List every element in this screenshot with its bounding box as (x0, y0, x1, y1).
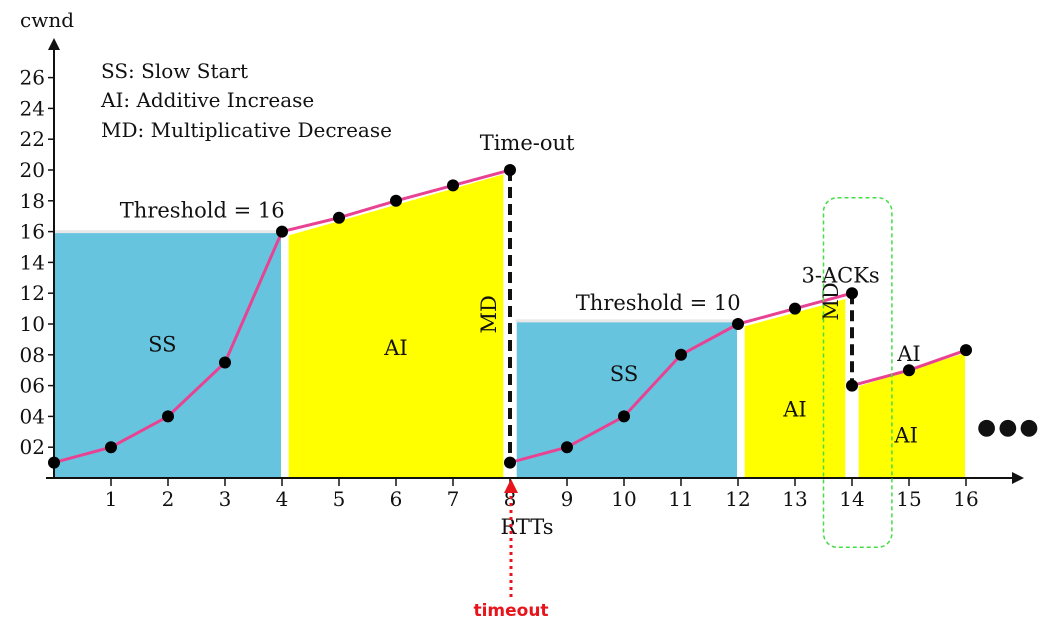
data-point-4 (276, 225, 288, 238)
data-point-9 (504, 456, 516, 469)
timeout-callout: timeout (473, 479, 549, 621)
y-tick-label-22: 22 (20, 127, 45, 151)
data-point-10 (561, 441, 573, 454)
y-tick-label-08: 08 (20, 343, 45, 367)
x-tick-label-5: 5 (333, 487, 346, 511)
x-tick-label-11: 11 (668, 487, 693, 511)
data-point-17 (903, 364, 915, 377)
x-tick-label-10: 10 (611, 487, 636, 511)
y-tick-label-14: 14 (20, 250, 45, 274)
y-ticks: 02 04 06 08 10 12 14 16 18 20 22 24 26 (20, 66, 54, 459)
y-tick-label-16: 16 (20, 220, 45, 244)
x-tick-label-16: 16 (953, 487, 978, 511)
legend-entry-md: MD: Multiplicative Decrease (101, 118, 392, 142)
y-tick-label-20: 20 (20, 158, 45, 182)
x-tick-label-9: 9 (561, 487, 574, 511)
data-point-15 (846, 287, 858, 300)
data-point-1 (105, 441, 117, 454)
region-label-2: SS (610, 362, 638, 386)
x-tick-label-1: 1 (105, 487, 118, 511)
continuation-dots: ●●● (977, 415, 1041, 440)
region-additive-increase-3 (742, 296, 848, 479)
y-tick-label-18: 18 (20, 189, 45, 213)
annotation-3: 3-ACKs (802, 263, 880, 287)
x-tick-label-2: 2 (162, 487, 175, 511)
y-tick-label-26: 26 (20, 66, 45, 90)
data-point-18 (960, 344, 972, 357)
region-labels-layer: SS AI SS AI AI (148, 333, 918, 448)
x-ticks: 12345678910111213141516 (105, 478, 979, 511)
data-point-8 (504, 164, 516, 176)
data-point-7 (447, 179, 459, 192)
md-drop-label-0: MD (477, 295, 501, 333)
axes: cwnd RTTs (20, 8, 1024, 539)
y-tick-label-10: 10 (20, 312, 45, 336)
x-tick-label-7: 7 (447, 487, 460, 511)
annotation-0: Threshold = 16 (120, 199, 285, 223)
x-tick-label-12: 12 (725, 487, 750, 511)
y-axis-label: cwnd (20, 8, 74, 32)
data-point-2 (162, 410, 174, 423)
x-tick-label-15: 15 (896, 487, 921, 511)
data-point-6 (390, 194, 402, 207)
threshold-layer (54, 230, 738, 323)
region-label-3: AI (782, 397, 806, 421)
data-point-13 (732, 318, 744, 330)
x-axis-label: RTTs (500, 515, 553, 539)
data-point-5 (333, 211, 345, 224)
y-tick-label-24: 24 (20, 96, 45, 120)
annotation-1: Threshold = 10 (576, 291, 741, 315)
annotations-layer: Threshold = 16 Threshold = 10 Time-out 3-AC… (120, 131, 921, 366)
region-slow-start-2 (514, 319, 739, 479)
legend-entry-ai: AI: Additive Increase (100, 88, 314, 112)
x-tick-label-3: 3 (219, 487, 232, 511)
data-point-3 (219, 356, 231, 369)
region-label-1: AI (383, 336, 407, 360)
data-point-0 (48, 456, 60, 469)
y-tick-label-12: 12 (20, 281, 45, 305)
timeout-label: timeout (473, 601, 548, 621)
drops-layer: MD MD (477, 170, 854, 463)
cwnd-points (48, 164, 972, 469)
legend-entry-ss: SS: Slow Start (101, 59, 248, 83)
region-label-0: SS (148, 333, 176, 357)
y-tick-label-06: 06 (20, 374, 45, 398)
data-point-14 (789, 302, 801, 315)
x-tick-label-14: 14 (839, 487, 864, 511)
y-tick-label-02: 02 (20, 435, 45, 459)
x-tick-label-13: 13 (782, 487, 807, 511)
region-label-4: AI (893, 424, 917, 448)
x-tick-label-4: 4 (276, 487, 289, 511)
data-point-11 (618, 410, 630, 423)
x-tick-label-6: 6 (390, 487, 403, 511)
data-point-12 (675, 348, 687, 361)
data-point-16 (846, 379, 858, 392)
y-tick-label-04: 04 (20, 404, 45, 428)
legend: SS: Slow Start AI: Additive Increase MD:… (100, 59, 392, 142)
annotation-4: AI (896, 342, 920, 366)
region-additive-increase-1 (286, 171, 506, 479)
annotation-2: Time-out (480, 131, 575, 155)
